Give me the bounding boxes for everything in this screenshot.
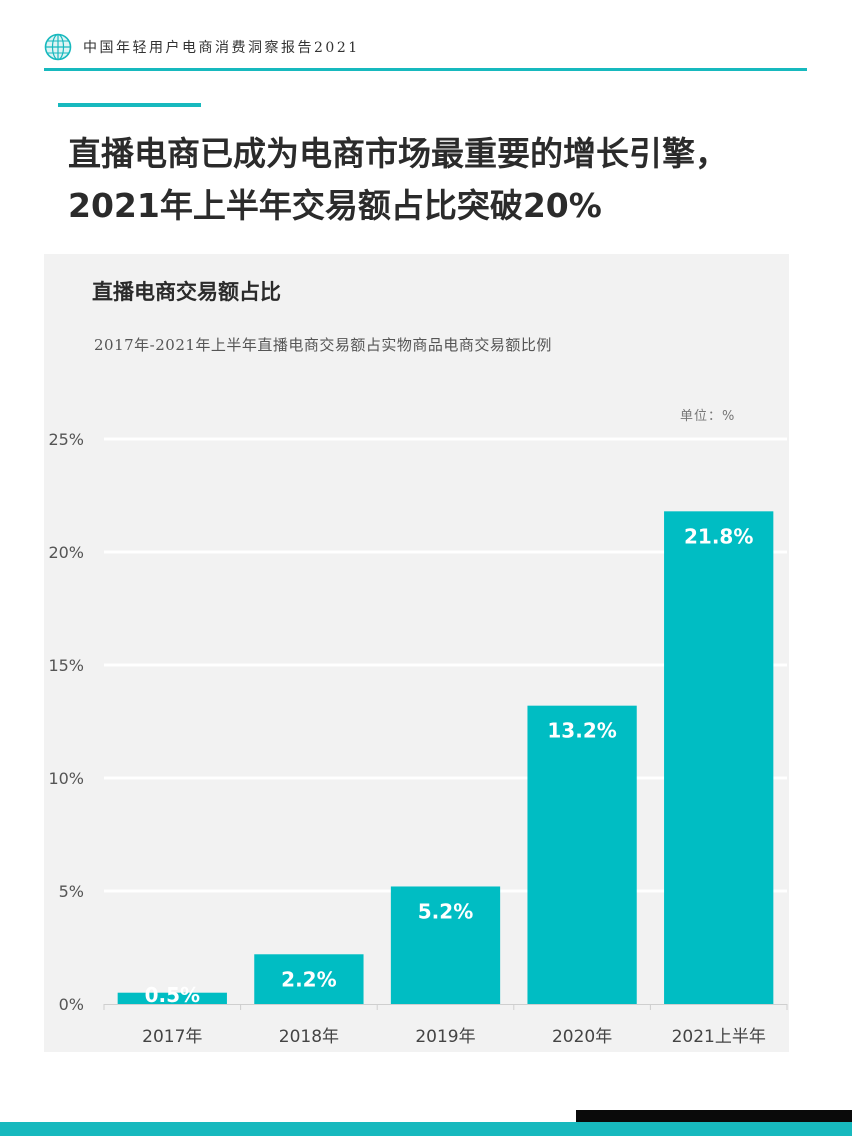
header-divider — [44, 68, 807, 71]
x-tick-label: 2021上半年 — [672, 1027, 766, 1047]
y-tick-label: 0% — [59, 995, 84, 1014]
headline-accent-bar — [58, 103, 201, 107]
data-label: 13.2% — [547, 719, 616, 743]
x-tick-label: 2020年 — [552, 1027, 612, 1047]
x-tick-label: 2019年 — [415, 1027, 475, 1047]
bar — [117, 992, 227, 1004]
y-tick-label: 10% — [48, 769, 84, 788]
footer-teal-bar — [0, 1122, 852, 1136]
y-tick-label: 20% — [48, 543, 84, 562]
y-tick-label: 25% — [48, 430, 84, 449]
headline-line-1: 直播电商已成为电商市场最重要的增长引擎， — [68, 134, 728, 173]
data-label: 21.8% — [684, 524, 753, 548]
y-tick-label: 15% — [48, 656, 84, 675]
report-title: 中国年轻用户电商消费洞察报告2021 — [83, 40, 360, 56]
x-tick-label: 2018年 — [279, 1027, 339, 1047]
bar — [254, 954, 364, 1004]
globe-icon — [44, 33, 72, 61]
unit-label: 单位：% — [680, 409, 736, 424]
bar — [390, 886, 501, 1004]
chart-title: 直播电商交易额占比 — [92, 280, 281, 304]
headline-line-2: 2021年上半年交易额占比突破20% — [68, 186, 602, 225]
data-label: 5.2% — [418, 899, 473, 923]
data-label: 0.5% — [145, 983, 200, 1007]
y-tick-label: 5% — [59, 882, 84, 901]
page-headline: 直播电商已成为电商市场最重要的增长引擎， 2021年上半年交易额占比突破20% — [68, 128, 828, 232]
x-tick-label: 2017年 — [142, 1027, 202, 1047]
footer-black-bar — [576, 1110, 852, 1122]
bar — [664, 511, 774, 1004]
chart-subtitle: 2017年-2021年上半年直播电商交易额占实物商品电商交易额比例 — [94, 336, 552, 354]
bar — [527, 705, 637, 1004]
data-label: 2.2% — [281, 967, 336, 991]
